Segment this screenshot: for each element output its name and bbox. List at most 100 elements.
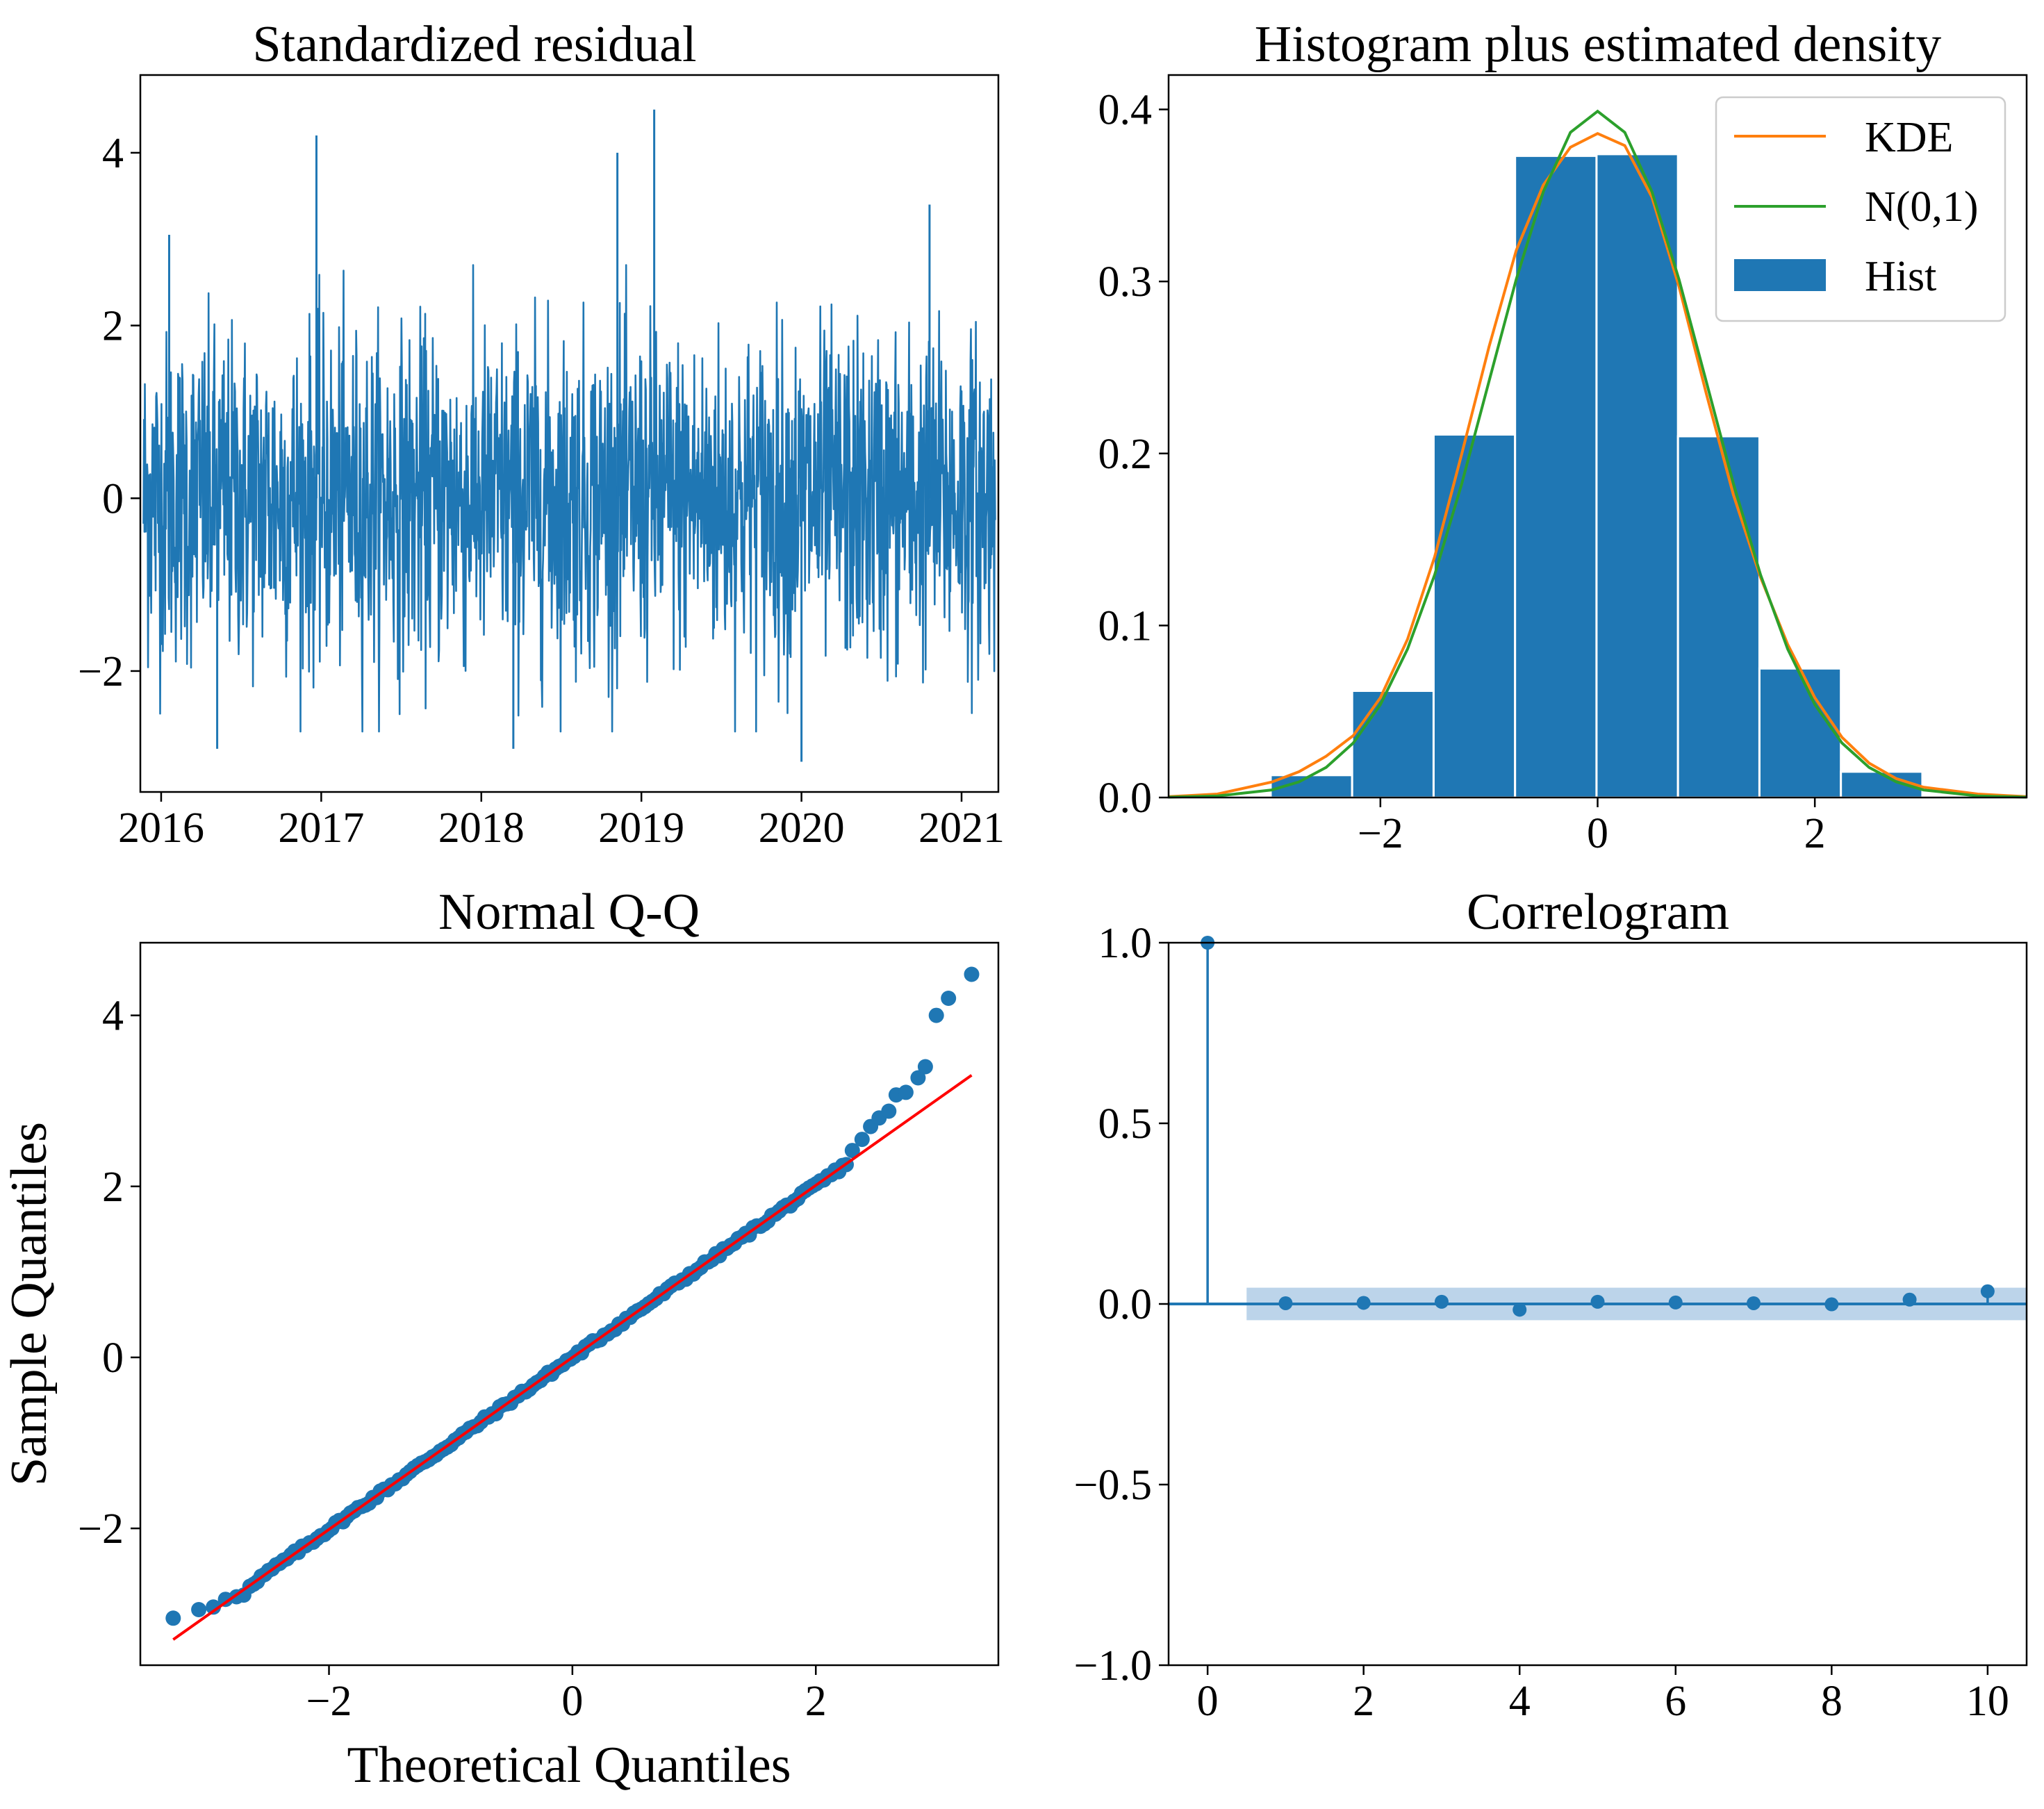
residual-y-ticks: −2 0 2 4 [78, 130, 140, 695]
legend-kde-label: KDE [1865, 114, 1953, 161]
2-x-tick-label: 2 [805, 1678, 827, 1725]
2-x-tick-label: 0 [561, 1678, 583, 1725]
qq-point [941, 991, 957, 1006]
3-x-tick-label: 0 [1197, 1678, 1219, 1725]
qq-y-axis-label: Sample Quantiles [1, 1122, 58, 1486]
residual-axes-frame [139, 74, 1000, 793]
0-x-tick-label: 2017 [278, 804, 364, 852]
0-x-tick-label: 2020 [759, 804, 845, 852]
qq-panel: Normal Q-Q −2 0 2 −2 0 2 4 Theoretical Quanti… [1, 884, 1000, 1794]
2-x-tick-label: −2 [306, 1678, 352, 1725]
1-x-tick-label: 2 [1804, 810, 1826, 857]
1-y-tick-label: 0.0 [1098, 775, 1153, 822]
2-y-tick-label: 4 [102, 993, 124, 1040]
1-y-tick-label: 0.1 [1098, 602, 1153, 650]
1-y-tick-label: 0.4 [1098, 87, 1153, 134]
legend-normal-label: N(0,1) [1865, 183, 1979, 231]
histogram-bar [1514, 154, 1598, 799]
acf-marker [1356, 1296, 1371, 1310]
acf-marker [1590, 1294, 1605, 1309]
3-x-tick-label: 4 [1509, 1678, 1531, 1725]
histogram-axes-frame [1167, 74, 2028, 799]
3-y-tick-label: −0.5 [1074, 1462, 1152, 1509]
correlogram-panel: Correlogram 0 2 4 6 8 10 −1.0 −0.5 0.0 0.5 1.0 [1074, 884, 2028, 1725]
3-y-tick-label: 1.0 [1098, 920, 1153, 967]
acf-marker [1513, 1303, 1527, 1317]
qq-point [928, 1007, 944, 1023]
acf-marker [1434, 1294, 1449, 1309]
correlogram-x-ticks: 0 2 4 6 8 10 [1197, 1665, 2009, 1725]
normal-density-line [1168, 109, 2027, 799]
qq-point [917, 1059, 933, 1075]
2-y-tick-label: 0 [102, 1335, 124, 1382]
residual-panel: Standardized residual 2016 2017 2018 2019 20… [78, 16, 1005, 852]
kde-line [1168, 131, 2027, 798]
histogram-bar [1676, 435, 1761, 799]
2-y-tick-label: −2 [78, 1505, 124, 1553]
0-y-tick-label: 0 [102, 475, 124, 522]
histogram-y-ticks: 0.0 0.1 0.2 0.3 0.4 [1098, 87, 1169, 822]
correlogram-title: Correlogram [1467, 884, 1729, 941]
acf-marker [1980, 1284, 1995, 1298]
histogram-bars [1269, 153, 1924, 799]
qq-point [854, 1132, 870, 1148]
0-x-tick-label: 2016 [118, 804, 204, 852]
histogram-bar [1351, 689, 1435, 799]
qq-axes-frame [139, 941, 1000, 1667]
3-x-tick-label: 10 [1966, 1678, 2009, 1725]
residual-x-ticks: 2016 2017 2018 2019 2020 2021 [118, 792, 1005, 852]
legend-hist-swatch [1734, 259, 1826, 291]
histogram-panel: Histogram plus estimated density −2 0 2 0.… [1098, 16, 2028, 857]
3-x-tick-label: 6 [1665, 1678, 1686, 1725]
histogram-x-ticks: −2 0 2 [1358, 798, 1826, 857]
1-x-tick-label: −2 [1358, 810, 1403, 857]
histogram-legend: KDE N(0,1) Hist [1715, 96, 2006, 322]
acf-marker [1824, 1297, 1839, 1312]
0-x-tick-label: 2018 [438, 804, 525, 852]
0-y-tick-label: 4 [102, 130, 124, 177]
qq-reference-line [172, 1074, 973, 1641]
qq-point [165, 1610, 181, 1626]
acf-marker [1902, 1292, 1917, 1307]
qq-point [910, 1070, 926, 1086]
qq-point [191, 1602, 207, 1617]
histogram-title: Histogram plus estimated density [1255, 16, 1942, 73]
correlogram-axes-frame [1167, 941, 2028, 1667]
3-y-tick-label: 0.0 [1098, 1281, 1153, 1328]
residual-spikes [167, 109, 931, 762]
1-x-tick-label: 0 [1587, 810, 1608, 857]
3-x-tick-label: 8 [1821, 1678, 1843, 1725]
qq-x-axis-label: Theoretical Quantiles [347, 1737, 791, 1794]
residual-line [142, 264, 996, 733]
residual-title: Standardized residual [252, 16, 696, 73]
3-y-tick-label: 0.5 [1098, 1100, 1153, 1148]
qq-y-ticks: −2 0 2 4 [78, 993, 140, 1553]
qq-point [206, 1599, 222, 1615]
qq-point [964, 966, 980, 982]
qq-title: Normal Q-Q [438, 884, 700, 941]
qq-point [844, 1143, 860, 1159]
qq-point [881, 1103, 897, 1119]
correlogram-y-ticks: −1.0 −0.5 0.0 0.5 1.0 [1074, 920, 1169, 1690]
1-y-tick-label: 0.3 [1098, 258, 1153, 306]
0-x-tick-label: 2019 [598, 804, 684, 852]
0-x-tick-label: 2021 [918, 804, 1005, 852]
qq-points [165, 966, 980, 1626]
legend-hist-label: Hist [1865, 253, 1936, 300]
acf-marker [1668, 1295, 1683, 1310]
acf-marker [1278, 1296, 1293, 1310]
3-x-tick-label: 2 [1353, 1678, 1374, 1725]
histogram-bar [1758, 667, 1843, 799]
2-y-tick-label: 2 [102, 1164, 124, 1211]
acf-stems [1201, 936, 1995, 1317]
histogram-bar [1432, 433, 1517, 799]
qq-point [898, 1084, 914, 1100]
qq-x-ticks: −2 0 2 [306, 1665, 827, 1725]
1-y-tick-label: 0.2 [1098, 431, 1153, 478]
acf-marker [1747, 1296, 1761, 1310]
3-y-tick-label: −1.0 [1074, 1642, 1152, 1690]
0-y-tick-label: 2 [102, 303, 124, 350]
0-y-tick-label: −2 [78, 648, 124, 695]
histogram-bar [1595, 153, 1679, 799]
